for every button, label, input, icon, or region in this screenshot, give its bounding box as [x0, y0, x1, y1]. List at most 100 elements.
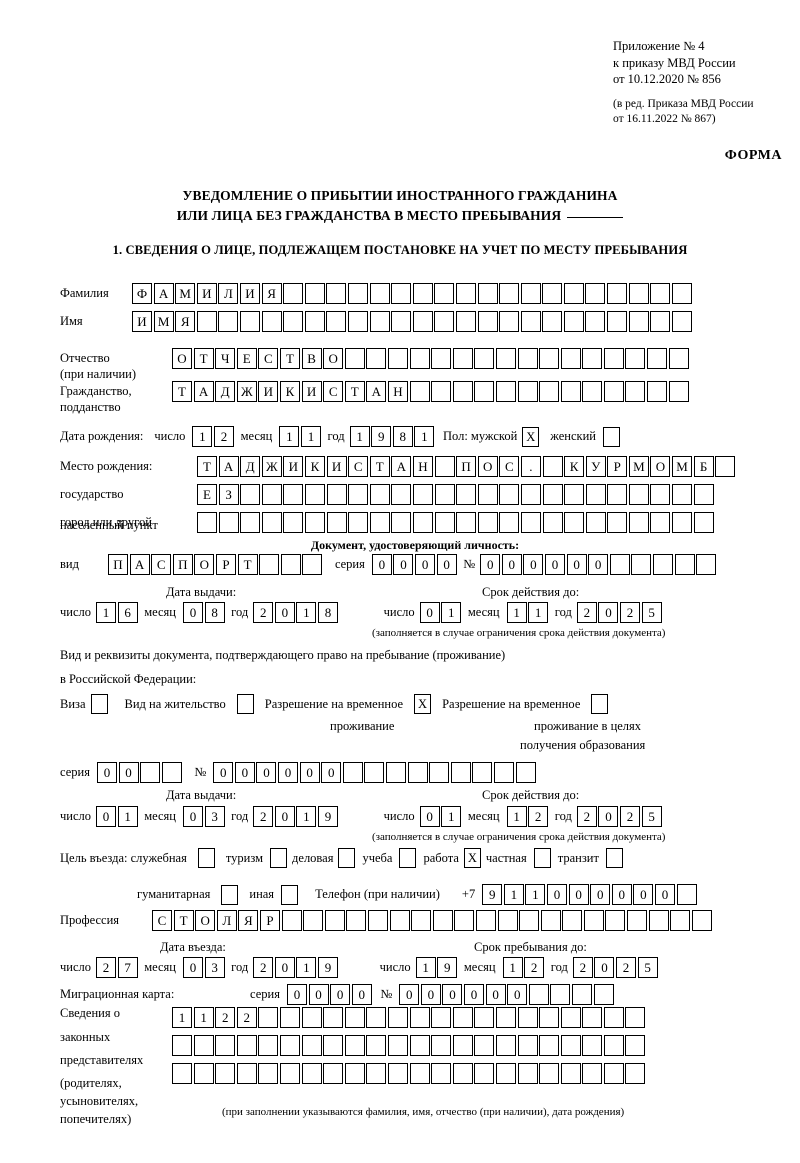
char-cell[interactable]: [696, 554, 717, 575]
char-cell[interactable]: М: [153, 311, 174, 332]
char-cell[interactable]: [452, 381, 473, 402]
char-cell[interactable]: [560, 348, 581, 369]
char-cell[interactable]: [454, 910, 475, 931]
char-cell[interactable]: В: [301, 348, 322, 369]
char-cell[interactable]: [301, 1035, 322, 1056]
char-cell[interactable]: А: [391, 456, 412, 477]
char-cell[interactable]: [283, 512, 304, 533]
char-cell[interactable]: [215, 1035, 236, 1056]
char-cell[interactable]: [412, 512, 433, 533]
char-cell[interactable]: А: [366, 381, 387, 402]
char-cell[interactable]: [452, 1063, 473, 1084]
char-cell[interactable]: [386, 762, 407, 783]
char-cell[interactable]: [474, 1007, 495, 1028]
char-cell[interactable]: 0: [234, 762, 255, 783]
char-cell[interactable]: [279, 1063, 300, 1084]
char-cell[interactable]: [348, 512, 369, 533]
char-cell[interactable]: [240, 484, 261, 505]
char-cell[interactable]: [563, 283, 584, 304]
char-cell[interactable]: М: [175, 283, 196, 304]
char-cell[interactable]: А: [218, 456, 239, 477]
char-cell[interactable]: [366, 1007, 387, 1028]
char-cell[interactable]: Р: [607, 456, 628, 477]
char-cell[interactable]: 0: [485, 984, 506, 1005]
char-cell[interactable]: [323, 1035, 344, 1056]
char-cell[interactable]: [411, 910, 432, 931]
tourism-checkbox[interactable]: [270, 848, 288, 868]
char-cell[interactable]: [625, 348, 646, 369]
char-cell[interactable]: [215, 1063, 236, 1084]
char-cell[interactable]: [542, 512, 563, 533]
char-cell[interactable]: 0: [436, 554, 457, 575]
char-cell[interactable]: [409, 1063, 430, 1084]
char-cell[interactable]: [497, 910, 518, 931]
char-cell[interactable]: 0: [274, 957, 295, 978]
char-cell[interactable]: [261, 484, 282, 505]
char-cell[interactable]: [572, 984, 593, 1005]
char-cell[interactable]: 2: [253, 806, 274, 827]
char-cell[interactable]: [409, 381, 430, 402]
visa-checkbox[interactable]: [90, 694, 108, 714]
char-cell[interactable]: [668, 348, 689, 369]
char-cell[interactable]: [304, 484, 325, 505]
char-cell[interactable]: 1: [525, 884, 546, 905]
char-cell[interactable]: 5: [637, 957, 658, 978]
char-cell[interactable]: И: [301, 381, 322, 402]
char-cell[interactable]: Д: [215, 381, 236, 402]
char-cell[interactable]: X: [414, 694, 432, 714]
char-cell[interactable]: 0: [182, 806, 203, 827]
char-cell[interactable]: [650, 283, 671, 304]
char-cell[interactable]: [387, 348, 408, 369]
char-cell[interactable]: [367, 910, 388, 931]
char-cell[interactable]: [564, 484, 585, 505]
char-cell[interactable]: [261, 311, 282, 332]
char-cell[interactable]: О: [650, 456, 671, 477]
char-cell[interactable]: [283, 283, 304, 304]
char-cell[interactable]: 1: [503, 884, 524, 905]
char-cell[interactable]: [625, 1007, 646, 1028]
char-cell[interactable]: 0: [654, 884, 675, 905]
char-cell[interactable]: [261, 512, 282, 533]
char-cell[interactable]: [583, 910, 604, 931]
char-cell[interactable]: Е: [236, 348, 257, 369]
char-cell[interactable]: Я: [261, 283, 282, 304]
char-cell[interactable]: Н: [412, 456, 433, 477]
other-purpose-checkbox[interactable]: [281, 884, 299, 905]
char-cell[interactable]: [236, 694, 254, 714]
char-cell[interactable]: [326, 484, 347, 505]
char-cell[interactable]: 0: [568, 884, 589, 905]
char-cell[interactable]: [474, 348, 495, 369]
temp-edu-checkbox[interactable]: [591, 694, 609, 714]
char-cell[interactable]: [499, 512, 520, 533]
char-cell[interactable]: 1: [502, 957, 523, 978]
char-cell[interactable]: [609, 554, 630, 575]
char-cell[interactable]: Я: [175, 311, 196, 332]
char-cell[interactable]: 6: [117, 602, 138, 623]
char-cell[interactable]: [603, 1007, 624, 1028]
char-cell[interactable]: [628, 484, 649, 505]
char-cell[interactable]: 0: [182, 602, 203, 623]
char-cell[interactable]: [582, 1063, 603, 1084]
char-cell[interactable]: Р: [215, 554, 236, 575]
char-cell[interactable]: [672, 512, 693, 533]
char-cell[interactable]: [172, 1063, 192, 1084]
reps-input-3[interactable]: [172, 1063, 647, 1084]
char-cell[interactable]: [605, 910, 626, 931]
char-cell[interactable]: [650, 512, 671, 533]
char-cell[interactable]: М: [672, 456, 693, 477]
char-cell[interactable]: 8: [204, 602, 225, 623]
char-cell[interactable]: 2: [576, 806, 597, 827]
char-cell[interactable]: 9: [437, 957, 458, 978]
char-cell[interactable]: [593, 984, 614, 1005]
char-cell[interactable]: [456, 484, 477, 505]
char-cell[interactable]: [671, 283, 692, 304]
char-cell[interactable]: [539, 381, 560, 402]
char-cell[interactable]: 2: [620, 602, 641, 623]
char-cell[interactable]: [431, 1035, 452, 1056]
char-cell[interactable]: 0: [393, 554, 414, 575]
